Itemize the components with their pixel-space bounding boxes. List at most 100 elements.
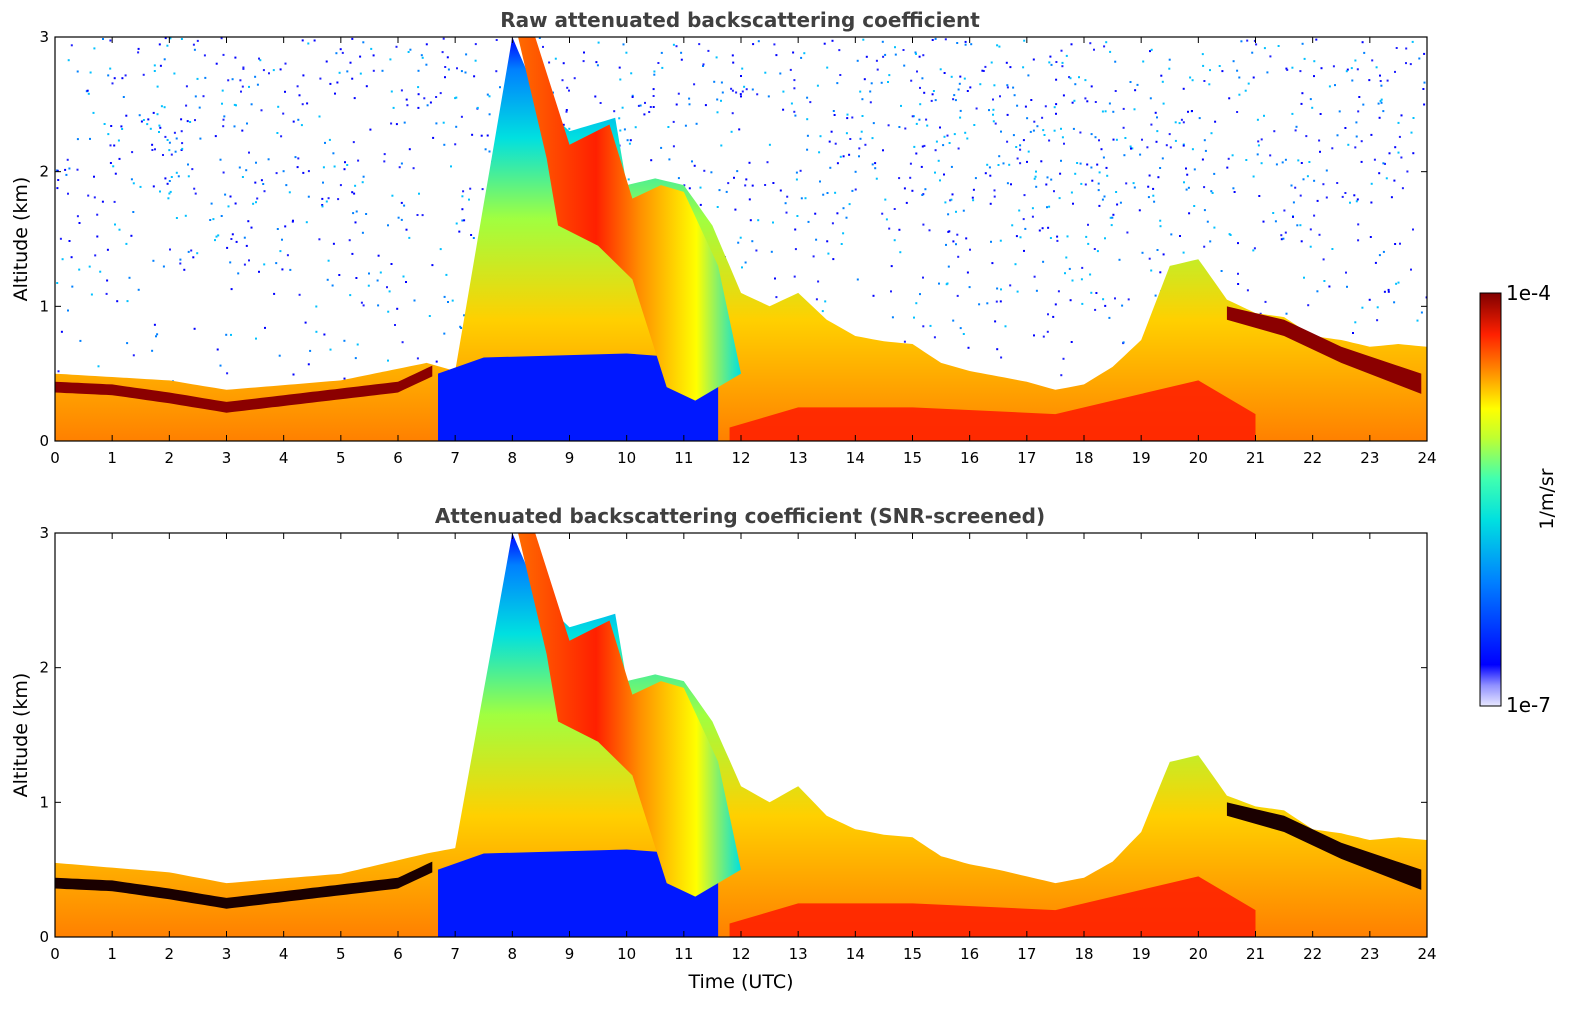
noise-pixel xyxy=(928,229,931,232)
noise-pixel xyxy=(1168,67,1171,70)
noise-pixel xyxy=(455,222,458,225)
noise-pixel xyxy=(1284,158,1287,161)
noise-pixel xyxy=(302,74,305,77)
noise-pixel xyxy=(1395,282,1398,285)
noise-pixel xyxy=(919,86,921,89)
noise-pixel xyxy=(250,103,253,106)
noise-pixel xyxy=(903,340,906,343)
noise-pixel xyxy=(842,232,845,235)
x-tick-label: 22 xyxy=(1303,945,1322,963)
noise-pixel xyxy=(1085,235,1088,238)
noise-pixel xyxy=(333,165,336,168)
noise-pixel xyxy=(934,99,937,102)
noise-pixel xyxy=(1363,51,1366,54)
noise-pixel xyxy=(1309,245,1312,248)
noise-pixel xyxy=(156,85,159,88)
noise-pixel xyxy=(1138,209,1141,212)
noise-pixel xyxy=(1385,177,1388,180)
noise-pixel xyxy=(639,104,642,107)
noise-pixel xyxy=(1356,68,1359,71)
noise-pixel xyxy=(945,243,947,246)
noise-pixel xyxy=(834,142,837,145)
noise-pixel xyxy=(1246,39,1249,42)
noise-pixel xyxy=(401,341,404,344)
noise-pixel xyxy=(934,171,936,174)
noise-pixel xyxy=(318,238,321,241)
noise-pixel xyxy=(67,192,69,195)
panel-title: Attenuated backscattering coefficient (S… xyxy=(435,504,1045,528)
noise-pixel xyxy=(792,51,795,54)
noise-pixel xyxy=(846,117,849,120)
noise-pixel xyxy=(454,143,457,146)
noise-pixel xyxy=(56,282,59,284)
noise-pixel xyxy=(542,45,544,48)
noise-pixel xyxy=(1213,226,1216,229)
noise-pixel xyxy=(377,304,380,307)
noise-pixel xyxy=(965,237,968,240)
noise-pixel xyxy=(957,255,960,258)
noise-pixel xyxy=(744,261,747,264)
noise-pixel xyxy=(443,143,446,146)
noise-pixel xyxy=(1139,153,1142,156)
noise-pixel xyxy=(439,248,442,251)
noise-pixel xyxy=(880,81,883,84)
noise-pixel xyxy=(828,140,831,143)
noise-pixel xyxy=(840,243,843,245)
noise-pixel xyxy=(1159,167,1162,169)
noise-pixel xyxy=(1006,86,1009,89)
noise-pixel xyxy=(152,111,155,114)
noise-pixel xyxy=(429,101,432,104)
y-axis-label: Altitude (km) xyxy=(10,177,32,302)
noise-pixel xyxy=(209,219,212,221)
noise-pixel xyxy=(321,197,324,200)
noise-pixel xyxy=(715,56,718,59)
noise-pixel xyxy=(925,118,928,121)
noise-pixel xyxy=(365,213,368,215)
noise-pixel xyxy=(360,301,363,304)
noise-pixel xyxy=(1193,168,1196,171)
noise-pixel xyxy=(1378,116,1381,119)
noise-pixel xyxy=(319,77,322,80)
noise-pixel xyxy=(1033,275,1036,278)
noise-pixel xyxy=(1100,148,1103,151)
noise-pixel xyxy=(229,195,232,198)
noise-pixel xyxy=(1188,212,1191,215)
noise-pixel xyxy=(1108,316,1111,319)
noise-pixel xyxy=(766,161,769,164)
noise-pixel xyxy=(786,195,789,198)
noise-pixel xyxy=(1054,303,1057,306)
noise-pixel xyxy=(899,251,902,254)
noise-pixel xyxy=(174,150,177,153)
noise-pixel xyxy=(272,69,275,72)
noise-pixel xyxy=(733,176,735,179)
noise-pixel xyxy=(922,223,925,226)
noise-pixel xyxy=(169,190,172,193)
noise-pixel xyxy=(126,300,129,303)
noise-pixel xyxy=(1002,162,1005,165)
noise-pixel xyxy=(151,349,154,352)
noise-pixel xyxy=(962,333,965,335)
noise-pixel xyxy=(93,47,96,50)
noise-pixel xyxy=(87,92,90,95)
noise-pixel xyxy=(1108,102,1111,105)
noise-pixel xyxy=(248,151,250,154)
y-tick-label: 0 xyxy=(39,432,49,450)
noise-pixel xyxy=(472,237,475,239)
noise-pixel xyxy=(132,182,135,185)
noise-pixel xyxy=(1360,160,1363,163)
noise-pixel xyxy=(931,93,934,96)
noise-pixel xyxy=(806,148,809,151)
noise-pixel xyxy=(865,55,868,58)
noise-pixel xyxy=(359,72,362,75)
noise-pixel xyxy=(1388,152,1391,155)
y-tick-label: 3 xyxy=(39,28,49,46)
noise-pixel xyxy=(142,119,145,121)
noise-pixel xyxy=(421,214,424,217)
noise-pixel xyxy=(168,192,171,195)
noise-pixel xyxy=(814,212,817,215)
noise-pixel xyxy=(1301,42,1304,45)
noise-pixel xyxy=(170,176,173,178)
noise-pixel xyxy=(321,205,324,208)
screened-backscatter-panel: Attenuated backscattering coefficient (S… xyxy=(10,504,1437,993)
noise-pixel xyxy=(626,139,629,142)
